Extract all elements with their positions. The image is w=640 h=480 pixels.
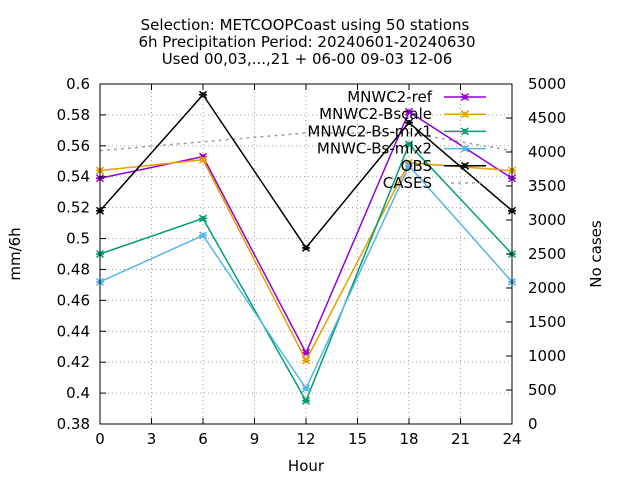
x-tick-label: 12 [296,430,315,448]
data-point-dot-mnwc2-bscale [303,358,309,364]
y2-tick-label: 3500 [528,177,566,195]
x-tick-label: 6 [198,430,208,448]
data-point-dot-mnwc-bs-mix2 [303,385,309,391]
legend-marker-dot-mnwc2-bscale [462,111,468,117]
x-tick-label: 21 [451,430,470,448]
chart-title-line-1: Selection: METCOOPCoast using 50 station… [141,16,470,34]
series-line-cases [99,132,513,152]
data-point-dot-mnwc-bs-mix2 [406,163,412,169]
x-tick-label: 3 [147,430,157,448]
x-axis-label: Hour [288,457,325,475]
y-tick-label: 0.38 [57,415,90,433]
y2-tick-label: 2000 [528,279,566,297]
y-axis-label: mm/6h [6,227,24,280]
x-tick-label: 18 [399,430,418,448]
legend-label-mnwc-bs-mix2: MNWC-Bs-mix2 [317,140,432,158]
grid [100,84,512,424]
y-axis-left: 0.38 0.4 0.42 0.44 0.46 0.48 0.5 0.52 0.54 0.56 0.… [57,75,106,433]
data-point-dot-mnwc2-bs-mix1 [200,215,206,221]
legend-marker-dot-mnwc-bs-mix2 [462,146,468,152]
y2-axis-label: No cases [587,220,605,288]
data-point-dot-mnwc2-bscale [200,157,206,163]
y-tick-label: 0.42 [57,353,90,371]
y2-tick-label: 1500 [528,313,566,331]
x-tick-label: 24 [502,430,521,448]
legend-label-cases: CASES [383,174,432,192]
data-point-dot-obs [200,92,206,98]
y-tick-label: 0.44 [57,322,90,340]
legend-label-mnwc2-bscale: MNWC2-Bscale [319,105,432,123]
y2-tick-label: 500 [528,381,557,399]
data-point-dot-mnwc2-ref [303,350,309,356]
x-tick-label: 0 [95,430,105,448]
series-layer [95,90,517,405]
legend-label-mnwc2-bs-mix1: MNWC2-Bs-mix1 [307,122,432,140]
legend-marker-dot-obs [462,163,468,169]
y-tick-label: 0.54 [57,168,90,186]
y-tick-label: 0.6 [66,75,90,93]
data-point-dot-mnwc2-ref [406,109,412,115]
y2-tick-label: 3000 [528,211,566,229]
y-tick-label: 0.48 [57,260,90,278]
y2-tick-label: 4000 [528,143,566,161]
y-tick-label: 0.4 [66,384,90,402]
legend: MNWC2-refMNWC2-BscaleMNWC2-Bs-mix1MNWC-B… [307,88,486,192]
legend-marker-dot-mnwc2-ref [462,94,468,100]
y-axis-right: 0 500 1000 1500 2000 2500 3000 3500 4000 4500 5000 [506,75,566,433]
chart-title-line-3: Used 00,03,...,21 + 06-00 09-03 12-06 [162,50,453,68]
data-point-dot-obs [303,245,309,251]
data-point-dot-mnwc-bs-mix2 [200,232,206,238]
legend-marker-dot-mnwc2-bs-mix1 [462,128,468,134]
data-point-dot-mnwc2-bs-mix1 [303,398,309,404]
y-tick-label: 0.5 [66,230,90,248]
y2-tick-label: 4500 [528,109,566,127]
data-point-dot-mnwc2-bs-mix1 [406,141,412,147]
x-tick-label: 15 [348,430,367,448]
chart-title-line-2: 6h Precipitation Period: 20240601-202406… [138,33,475,51]
y2-tick-label: 2500 [528,245,566,263]
y2-tick-label: 1000 [528,347,566,365]
legend-label-obs: OBS [401,157,432,175]
y2-tick-label: 5000 [528,75,566,93]
y-tick-label: 0.46 [57,291,90,309]
x-tick-label: 9 [250,430,260,448]
data-point-dot-obs [406,120,412,126]
y-tick-label: 0.56 [57,137,90,155]
y2-tick-label: 0 [528,415,538,433]
y-tick-label: 0.52 [57,199,90,217]
y-tick-label: 0.58 [57,106,90,124]
legend-label-mnwc2-ref: MNWC2-ref [347,88,432,106]
x-axis: 0 3 6 9 12 15 18 21 24 [95,84,522,448]
